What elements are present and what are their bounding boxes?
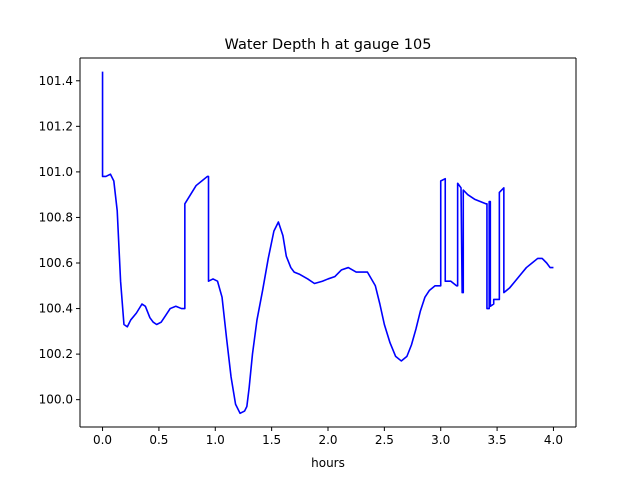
x-tick-label: 0.0 <box>93 433 112 447</box>
y-axis-ticks: 100.0 100.2 100.4 100.6 100.8 101.0 101.2 101.4 <box>39 74 80 407</box>
y-tick-label: 101.4 <box>39 74 73 88</box>
y-tick-label: 101.2 <box>39 119 73 133</box>
chart-title: Water Depth h at gauge 105 <box>225 37 432 53</box>
x-tick-label: 3.0 <box>431 433 450 447</box>
x-axis-ticks: 0.0 0.5 1.0 1.5 2.0 2.5 3.0 3.5 4.0 <box>93 427 563 447</box>
axes-frame <box>79 57 577 428</box>
x-tick-label: 3.5 <box>488 433 507 447</box>
x-tick-label: 2.0 <box>318 433 337 447</box>
y-tick-label: 100.4 <box>39 302 73 316</box>
plot-area <box>80 58 576 427</box>
x-axis-label: hours <box>311 456 345 470</box>
x-tick-label: 0.5 <box>149 433 168 447</box>
series-line-0 <box>101 71 554 415</box>
y-tick-label: 100.2 <box>39 347 73 361</box>
series-layer <box>101 71 554 415</box>
x-tick-label: 2.5 <box>375 433 394 447</box>
y-tick-label: 101.0 <box>39 165 73 179</box>
y-tick-label: 100.6 <box>39 256 73 270</box>
x-tick-label: 1.0 <box>206 433 225 447</box>
y-tick-label: 100.8 <box>39 210 73 224</box>
y-tick-label: 100.0 <box>39 393 73 407</box>
x-tick-label: 1.5 <box>262 433 281 447</box>
x-tick-label: 4.0 <box>544 433 563 447</box>
